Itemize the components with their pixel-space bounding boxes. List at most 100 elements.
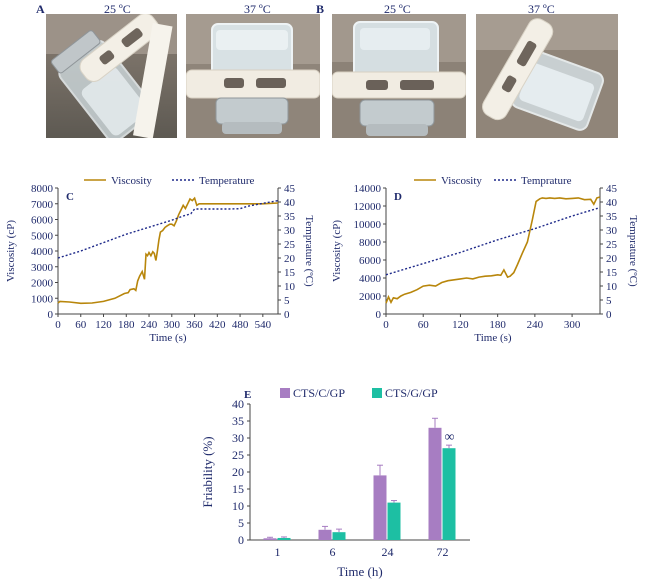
- legend-label-viscosity: Viscosity: [441, 175, 482, 187]
- photo-a-25c: [46, 14, 177, 138]
- panel-letter: C: [66, 191, 74, 203]
- y2-tick-label: 40: [284, 197, 296, 209]
- y-tick-label: 5000: [31, 230, 54, 242]
- x-tick-label: 180: [489, 319, 506, 331]
- y-tick-label: 40: [232, 397, 244, 411]
- photo-b-25c: [332, 14, 466, 138]
- panel-b-temp-left: 25 ºC: [384, 2, 411, 16]
- y-tick-label: 6000: [359, 255, 382, 267]
- panel-a-temp-left: 25 ºC: [104, 2, 131, 16]
- y-tick-label: 2000: [31, 278, 54, 290]
- chart-d: 0 60 120 180 240 300 0 2000 4000 6000 8000 10000 120…: [328, 168, 651, 378]
- y-tick-label: 5: [238, 516, 244, 530]
- y-tick-label: 4000: [31, 246, 54, 258]
- x-tick-label: 0: [383, 319, 389, 331]
- x-tick-label: 60: [418, 319, 430, 331]
- bar-CTS/G/GP: [387, 502, 401, 540]
- x-tick-label: 6: [330, 545, 336, 559]
- y2-tick-label: 45: [284, 183, 296, 195]
- y2-tick-label: 40: [606, 197, 618, 209]
- photo-a-37c: [186, 14, 320, 138]
- x-axis-title: Time (s): [149, 332, 187, 344]
- legend-label-temperature: Temprature: [521, 175, 572, 187]
- series-line-temperature: [57, 199, 279, 259]
- x-tick-label: 480: [232, 319, 249, 331]
- y-axis-title: Viscosity (cP): [331, 220, 343, 282]
- panel-a-letter: A: [36, 2, 45, 16]
- y2-tick-label: 30: [284, 225, 296, 237]
- x-tick-label: 420: [209, 319, 226, 331]
- panel-a-temp-right: 37 ºC: [244, 2, 271, 16]
- y-tick-label: 0: [48, 309, 54, 321]
- y-tick-label: 2000: [359, 291, 382, 303]
- x-tick-label: 1: [275, 545, 281, 559]
- y-tick-label: 4000: [359, 273, 382, 285]
- y2-tick-label: 15: [284, 267, 296, 279]
- y-tick-label: 25: [232, 448, 244, 462]
- chart-c: 0 60 120 180 240 300 360 420 480 540 0 1000 2000 3000…: [0, 168, 320, 378]
- x-tick-label: 180: [118, 319, 135, 331]
- bar-CTS/G/GP: [332, 532, 346, 540]
- y-tick-label: 20: [232, 465, 244, 479]
- legend-label-CTS/G/GP: CTS/G/GP: [385, 386, 438, 400]
- y-tick-label: 15: [232, 482, 244, 496]
- bar-CTS/C/GP: [318, 529, 332, 540]
- panel-letter: D: [394, 191, 402, 203]
- x-tick-label: 120: [95, 319, 112, 331]
- y2-tick-label: 45: [606, 183, 618, 195]
- x-tick-label: 120: [452, 319, 469, 331]
- y2-tick-label: 15: [606, 267, 618, 279]
- y-tick-label: 0: [238, 533, 244, 547]
- y2-tick-label: 35: [284, 211, 296, 223]
- y-tick-label: 6000: [31, 215, 54, 227]
- x-tick-label: 300: [564, 319, 581, 331]
- y-tick-label: 35: [232, 414, 244, 428]
- y-tick-label: 8000: [31, 183, 54, 195]
- y-tick-label: 8000: [359, 237, 382, 249]
- series-line-temperature: [385, 206, 601, 276]
- y2-tick-label: 25: [606, 239, 618, 251]
- panel-b-letter: B: [316, 2, 325, 16]
- panel-b-temp-right: 37 ºC: [528, 2, 555, 16]
- bar-CTS/G/GP: [277, 537, 291, 540]
- y2-tick-label: 20: [284, 253, 296, 265]
- bar-CTS/G/GP: [442, 448, 456, 540]
- y2-tick-label: 0: [606, 309, 612, 321]
- y2-tick-label: 0: [284, 309, 290, 321]
- x-tick-label: 24: [382, 545, 394, 559]
- x-tick-label: 240: [527, 319, 544, 331]
- y2-axis-title: Temprature (ºC): [627, 215, 639, 287]
- x-tick-label: 300: [164, 319, 181, 331]
- y-axis-title: Viscosity (cP): [5, 220, 17, 282]
- y-axis-title: Friability (%): [200, 436, 215, 507]
- y-tick-label: 12000: [354, 201, 382, 213]
- legend-label-viscosity: Viscosity: [111, 175, 152, 187]
- bar-CTS/C/GP: [373, 475, 387, 540]
- y2-tick-label: 5: [606, 295, 612, 307]
- y2-tick-label: 20: [606, 253, 618, 265]
- series-line-viscosity: [57, 196, 279, 305]
- y-tick-label: 7000: [31, 199, 54, 211]
- chart-e-svg: 0 5 10 15 20 25 30 35 40 1 6 24 72 ∞ Time (h) Friabilit…: [200, 386, 470, 579]
- x-axis-title: Time (h): [337, 564, 382, 579]
- chart-c-svg: 0 60 120 180 240 300 360 420 480 5400100020003000…: [5, 175, 315, 344]
- y2-tick-label: 10: [606, 281, 618, 293]
- chart-d-svg: 0 60 120 180 240 3000200040006000800010000120…: [331, 175, 639, 344]
- x-tick-label: 0: [55, 319, 61, 331]
- bar-CTS/C/GP: [428, 427, 442, 540]
- legend-swatch-CTS/G/GP: [372, 388, 382, 398]
- photo-b-37c: [476, 14, 618, 138]
- panel-letter: E: [244, 389, 251, 401]
- annotation: ∞: [445, 430, 455, 445]
- chart-e: 0 5 10 15 20 25 30 35 40 1 6 24 72 ∞ Time (h) Friabilit…: [190, 382, 480, 588]
- x-tick-label: 240: [141, 319, 158, 331]
- y2-tick-label: 30: [606, 225, 618, 237]
- legend-label-temperature: Temperature: [199, 175, 255, 187]
- y-tick-label: 10: [232, 499, 244, 513]
- x-tick-label: 540: [255, 319, 272, 331]
- y-tick-label: 0: [376, 309, 382, 321]
- y2-tick-label: 25: [284, 239, 296, 251]
- bar-CTS/C/GP: [263, 538, 277, 540]
- y2-tick-label: 5: [284, 295, 290, 307]
